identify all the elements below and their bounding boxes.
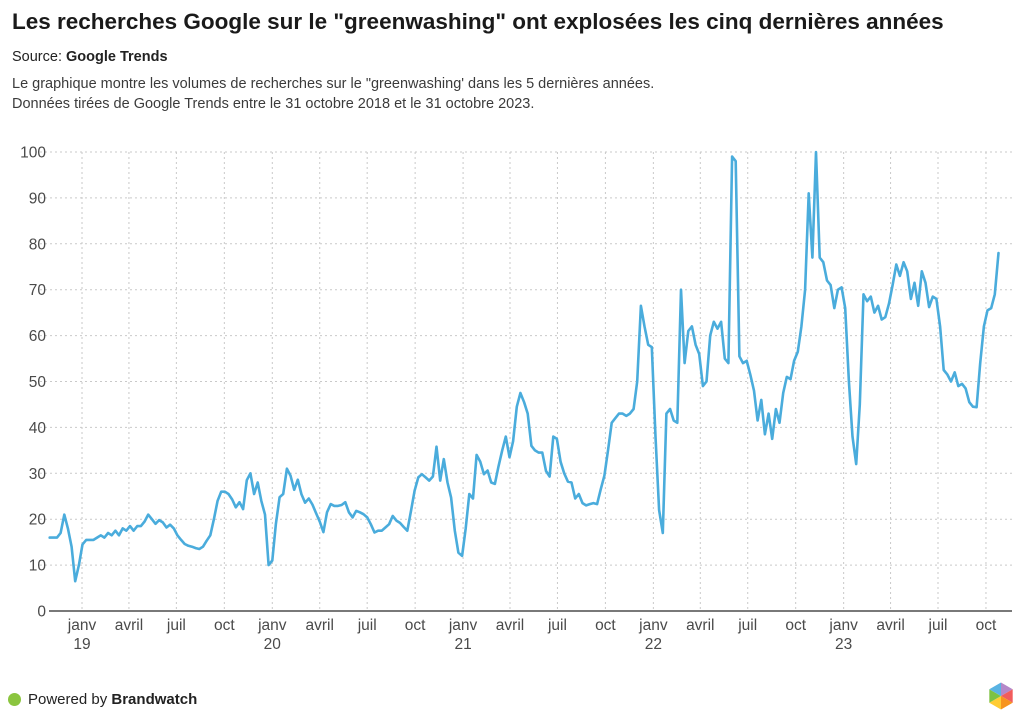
source-name: Google Trends [66, 49, 168, 66]
chart-description-line1: Le graphique montre les volumes de reche… [12, 76, 655, 93]
x-tick-month-label: avril [306, 617, 334, 634]
logo-segment [1001, 682, 1013, 696]
x-tick-month-label: janv [67, 617, 97, 634]
x-tick-month-label: juil [357, 617, 377, 634]
y-tick-label: 80 [29, 236, 47, 253]
y-tick-label: 70 [29, 282, 47, 299]
y-tick-label: 20 [29, 512, 47, 529]
x-tick-year-label: 19 [73, 636, 90, 653]
x-tick-month-label: janv [257, 617, 287, 634]
x-tick-month-label: oct [405, 617, 426, 634]
x-axis-labels: janv 19 avril juil oct janv 20 avril juil oct janv… [67, 617, 997, 653]
y-tick-label: 10 [29, 558, 47, 575]
powered-by-footer: Powered by Brandwatch [8, 691, 197, 708]
header: Les recherches Google sur le "greenwashi… [12, 8, 1014, 114]
source-prefix: Source: [12, 49, 62, 66]
y-tick-label: 50 [29, 374, 47, 391]
x-tick-month-label: juil [928, 617, 948, 634]
horizontal-gridlines [40, 151, 1012, 566]
page-title: Les recherches Google sur le "greenwashi… [12, 9, 944, 34]
x-tick-month-label: janv [448, 617, 478, 634]
x-tick-month-label: janv [828, 617, 858, 634]
y-tick-label: 30 [29, 466, 47, 483]
powered-by-label: Powered by Brandwatch [28, 691, 198, 708]
y-axis-labels: 0 10 20 30 40 50 60 70 80 90 100 [20, 145, 46, 621]
y-tick-label: 40 [29, 420, 47, 437]
logo-segment [989, 689, 1001, 703]
x-tick-month-label: juil [737, 617, 757, 634]
x-tick-month-label: oct [976, 617, 997, 634]
x-tick-year-label: 20 [264, 636, 282, 653]
x-tick-month-label: juil [547, 617, 567, 634]
logo-segment [1001, 696, 1013, 710]
brand-name: Brandwatch [111, 691, 198, 708]
trend-line [48, 150, 1000, 583]
x-tick-year-label: 22 [645, 636, 662, 653]
x-tick-year-label: 21 [454, 636, 471, 653]
x-tick-month-label: oct [785, 617, 806, 634]
y-tick-label: 100 [20, 145, 46, 162]
x-tick-month-label: janv [638, 617, 668, 634]
x-tick-month-label: avril [876, 617, 904, 634]
logo-segment [989, 682, 1001, 696]
x-tick-month-label: oct [214, 617, 235, 634]
y-tick-label: 90 [29, 190, 47, 207]
chart-description-line2: Données tirées de Google Trends entre le… [12, 95, 535, 112]
x-tick-month-label: juil [166, 617, 186, 634]
logo-segment [989, 696, 1001, 710]
brand-dot-icon [8, 693, 21, 706]
logo-segment [1001, 689, 1013, 703]
y-tick-label: 60 [29, 328, 47, 345]
x-tick-month-label: avril [496, 617, 524, 634]
vertical-gridlines [81, 152, 987, 611]
x-tick-year-label: 23 [835, 636, 852, 653]
x-tick-month-label: avril [115, 617, 143, 634]
y-tick-label: 0 [37, 604, 46, 621]
x-tick-month-label: oct [595, 617, 616, 634]
source-line: Source: Google Trends [12, 49, 1014, 65]
x-tick-month-label: avril [686, 617, 714, 634]
brandwatch-hexagon-logo-icon [989, 682, 1013, 710]
